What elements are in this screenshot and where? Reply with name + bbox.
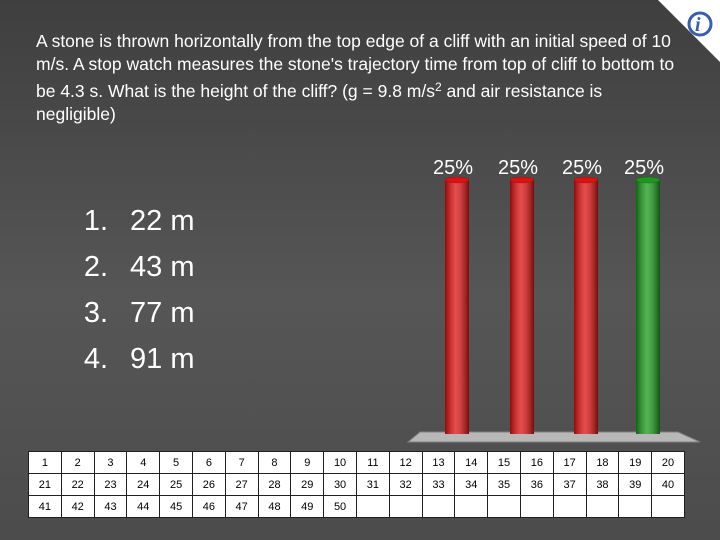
answer-option-1: 1. 22 m (60, 198, 195, 244)
grid-cell: 38 (585, 473, 620, 496)
grid-cell: 49 (290, 495, 325, 518)
grid-row: 1 2 3 4 5 6 7 8 9 10 11 12 13 14 15 16 17 18 19 20 (28, 451, 685, 474)
answer-option-2: 2. 43 m (60, 244, 195, 290)
grid-cell: 50 (323, 495, 357, 518)
grid-cell: 45 (159, 495, 193, 518)
grid-cell: 26 (191, 473, 226, 496)
bar-top-4 (635, 176, 661, 184)
grid-cell: 46 (191, 495, 226, 518)
grid-cell: 13 (421, 451, 456, 474)
grid-cell (421, 495, 456, 518)
response-grid: 1 2 3 4 5 6 7 8 9 10 11 12 13 14 15 16 17 18 19 20 21 22 23 24 2… (28, 451, 685, 518)
question-text-end: and air resistance is negligible) (36, 81, 603, 124)
bar-shading-1 (445, 180, 469, 434)
grid-row: 41 42 43 44 45 46 47 48 49 50 (28, 495, 685, 518)
answer-option-4: 4. 91 m (60, 336, 195, 382)
grid-cell: 3 (93, 451, 128, 474)
bar-shading-3 (574, 180, 598, 434)
grid-cell (519, 495, 554, 518)
grid-cell: 22 (60, 473, 95, 496)
svg-text:i: i (695, 14, 701, 36)
bar-shading-4 (636, 180, 660, 434)
bar-top-1 (444, 176, 470, 184)
answer-number: 2. (83, 251, 108, 283)
grid-cell: 23 (93, 473, 128, 496)
grid-cell (487, 495, 521, 518)
grid-cell: 27 (224, 473, 259, 496)
grid-cell: 2 (60, 451, 95, 474)
grid-cell: 41 (28, 495, 62, 518)
grid-cell: 48 (257, 495, 292, 518)
grid-cell: 25 (159, 473, 193, 496)
grid-cell: 36 (519, 473, 554, 496)
grid-cell: 28 (257, 473, 292, 496)
grid-cell: 19 (618, 451, 653, 474)
percent-label-2: 25% (498, 157, 538, 179)
percent-label-3: 25% (562, 157, 602, 179)
grid-cell: 16 (519, 451, 554, 474)
grid-cell: 47 (224, 495, 259, 518)
grid-cell: 40 (651, 473, 685, 496)
grid-cell: 18 (585, 451, 620, 474)
answer-text: 43 m (130, 251, 195, 283)
percent-label-1: 25% (433, 157, 473, 179)
grid-cell: 15 (487, 451, 521, 474)
info-logo-icon: i (658, 0, 720, 62)
grid-cell: 10 (323, 451, 357, 474)
answer-number: 1. (83, 205, 108, 237)
grid-cell: 17 (552, 451, 587, 474)
answer-text: 91 m (130, 343, 195, 375)
answer-text: 77 m (130, 297, 195, 329)
grid-cell (388, 495, 423, 518)
grid-cell (355, 495, 390, 518)
grid-row: 21 22 23 24 25 26 27 28 29 30 31 32 33 34 35 36 37 38 39 40 (28, 473, 685, 496)
grid-cell: 7 (224, 451, 259, 474)
bar-shading-2 (510, 180, 534, 434)
grid-cell: 11 (355, 451, 390, 474)
grid-cell: 34 (454, 473, 489, 496)
grid-cell: 44 (126, 495, 161, 518)
grid-cell: 30 (323, 473, 357, 496)
answer-option-3: 3. 77 m (60, 290, 195, 336)
answer-list: 1. 22 m 2. 43 m 3. 77 m 4. 91 m (60, 198, 195, 382)
percent-label-4: 25% (624, 157, 664, 179)
grid-cell: 12 (388, 451, 423, 474)
response-bar-chart: 25%125%225%325%4 (406, 157, 701, 467)
bar-top-2 (509, 176, 535, 184)
grid-cell: 8 (257, 451, 292, 474)
grid-cell: 9 (290, 451, 325, 474)
grid-cell (651, 495, 685, 518)
grid-cell (585, 495, 620, 518)
grid-cell: 32 (388, 473, 423, 496)
answer-text: 22 m (130, 205, 195, 237)
grid-cell: 33 (421, 473, 456, 496)
grid-cell: 21 (28, 473, 62, 496)
grid-cell: 31 (355, 473, 390, 496)
grid-cell (618, 495, 653, 518)
grid-cell (552, 495, 587, 518)
grid-cell: 37 (552, 473, 587, 496)
grid-cell: 1 (28, 451, 62, 474)
question-text: A stone is thrown horizontally from the … (36, 30, 676, 126)
answer-number: 3. (83, 297, 108, 329)
grid-cell: 35 (487, 473, 521, 496)
grid-cell: 42 (60, 495, 95, 518)
grid-cell: 24 (126, 473, 161, 496)
grid-cell: 43 (93, 495, 128, 518)
grid-cell: 4 (126, 451, 161, 474)
grid-cell: 39 (618, 473, 653, 496)
question-superscript: 2 (435, 80, 442, 94)
question-text-main: A stone is thrown horizontally from the … (36, 31, 675, 101)
grid-cell: 6 (191, 451, 226, 474)
grid-cell: 5 (159, 451, 193, 474)
answer-number: 4. (83, 343, 108, 375)
bar-top-3 (573, 176, 599, 184)
grid-cell: 14 (454, 451, 489, 474)
grid-cell: 29 (290, 473, 325, 496)
grid-cell: 20 (651, 451, 685, 474)
grid-cell (454, 495, 489, 518)
